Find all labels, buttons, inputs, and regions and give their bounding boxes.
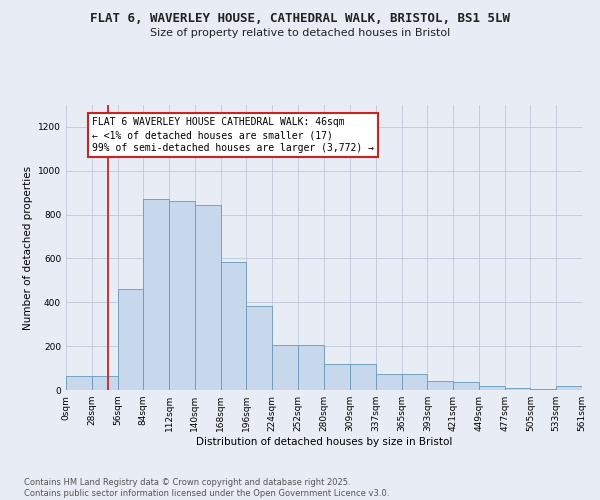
Bar [402, 374, 427, 390]
Bar [298, 345, 323, 390]
Text: Contains HM Land Registry data © Crown copyright and database right 2025.
Contai: Contains HM Land Registry data © Crown c… [24, 478, 389, 498]
Bar [479, 386, 505, 390]
X-axis label: Distribution of detached houses by size in Bristol: Distribution of detached houses by size … [196, 437, 452, 447]
Bar [323, 364, 350, 390]
Bar [530, 389, 556, 390]
Bar [195, 205, 221, 390]
Bar [246, 306, 272, 390]
Bar [350, 364, 376, 390]
Bar [221, 262, 246, 390]
Bar [376, 374, 402, 390]
Bar [143, 200, 169, 390]
Y-axis label: Number of detached properties: Number of detached properties [23, 166, 32, 330]
Text: Size of property relative to detached houses in Bristol: Size of property relative to detached ho… [150, 28, 450, 38]
Bar [169, 202, 195, 390]
Bar [66, 376, 92, 390]
Bar [272, 345, 298, 390]
Bar [556, 386, 582, 390]
Text: FLAT 6 WAVERLEY HOUSE CATHEDRAL WALK: 46sqm
← <1% of detached houses are smaller: FLAT 6 WAVERLEY HOUSE CATHEDRAL WALK: 46… [92, 117, 374, 154]
Text: FLAT 6, WAVERLEY HOUSE, CATHEDRAL WALK, BRISTOL, BS1 5LW: FLAT 6, WAVERLEY HOUSE, CATHEDRAL WALK, … [90, 12, 510, 26]
Bar [453, 382, 479, 390]
Bar [427, 381, 453, 390]
Bar [505, 388, 530, 390]
Bar [92, 376, 118, 390]
Bar [118, 289, 143, 390]
